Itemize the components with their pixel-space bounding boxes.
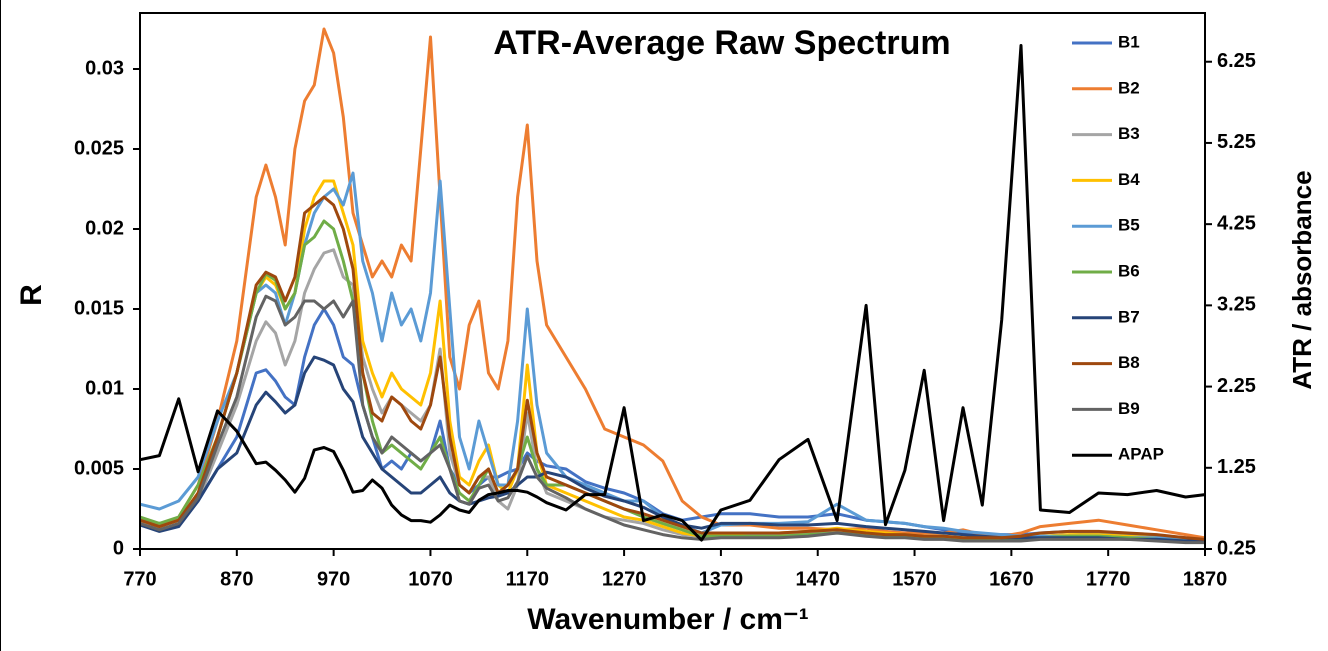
y-tick-label: 0.02 bbox=[85, 217, 124, 239]
x-tick-label: 1270 bbox=[602, 568, 647, 590]
y2-tick-label: 1.25 bbox=[1217, 456, 1256, 478]
x-tick-label: 1770 bbox=[1086, 568, 1131, 590]
legend-label: B2 bbox=[1118, 78, 1140, 97]
y-tick-label: 0.025 bbox=[74, 137, 124, 159]
x-tick-label: 1670 bbox=[989, 568, 1034, 590]
x-tick-label: 970 bbox=[317, 568, 350, 590]
y-tick-label: 0.03 bbox=[85, 57, 124, 79]
x-tick-label: 1370 bbox=[699, 568, 744, 590]
x-tick-label: 1870 bbox=[1183, 568, 1228, 590]
y2-tick-label: 3.25 bbox=[1217, 294, 1256, 316]
x-tick-label: 870 bbox=[220, 568, 253, 590]
legend-label: B9 bbox=[1118, 399, 1140, 418]
y-tick-label: 0.005 bbox=[74, 457, 124, 479]
y2-tick-label: 6.25 bbox=[1217, 50, 1256, 72]
plot-border bbox=[139, 12, 1206, 550]
legend-label: B7 bbox=[1118, 307, 1140, 326]
y-tick-label: 0.015 bbox=[74, 297, 124, 319]
legend-label: B8 bbox=[1118, 353, 1140, 372]
series-line bbox=[139, 44, 1206, 542]
legend-label: APAP bbox=[1118, 445, 1164, 464]
legend-label: B3 bbox=[1118, 124, 1140, 143]
series-line bbox=[139, 307, 1206, 541]
x-axis-label: Wavenumber / cm⁻¹ bbox=[527, 603, 808, 636]
chart-title: ATR-Average Raw Spectrum bbox=[493, 24, 950, 62]
plot-area bbox=[139, 27, 1206, 545]
x-tick-label: 770 bbox=[123, 568, 156, 590]
legend-label: B4 bbox=[1118, 170, 1140, 189]
series-line bbox=[139, 195, 1206, 541]
x-tick-label: 1570 bbox=[892, 568, 937, 590]
y2-tick-label: 0.25 bbox=[1217, 537, 1256, 559]
legend-label: B6 bbox=[1118, 261, 1140, 280]
y-axis-label: R bbox=[15, 284, 48, 306]
x-tick-label: 1070 bbox=[408, 568, 453, 590]
x-tick-label: 1170 bbox=[506, 568, 549, 590]
legend-label: B1 bbox=[1118, 32, 1140, 51]
y2-tick-label: 5.25 bbox=[1217, 131, 1256, 153]
y2-tick-label: 2.25 bbox=[1217, 375, 1256, 397]
y-tick-label: 0.01 bbox=[85, 377, 124, 399]
x-tick-label: 1470 bbox=[795, 568, 840, 590]
y-tick-label: 0 bbox=[113, 537, 124, 559]
y2-axis-label: ATR / absorbance bbox=[1287, 170, 1317, 389]
legend-label: B5 bbox=[1118, 216, 1140, 235]
y2-tick-label: 4.25 bbox=[1217, 212, 1256, 234]
